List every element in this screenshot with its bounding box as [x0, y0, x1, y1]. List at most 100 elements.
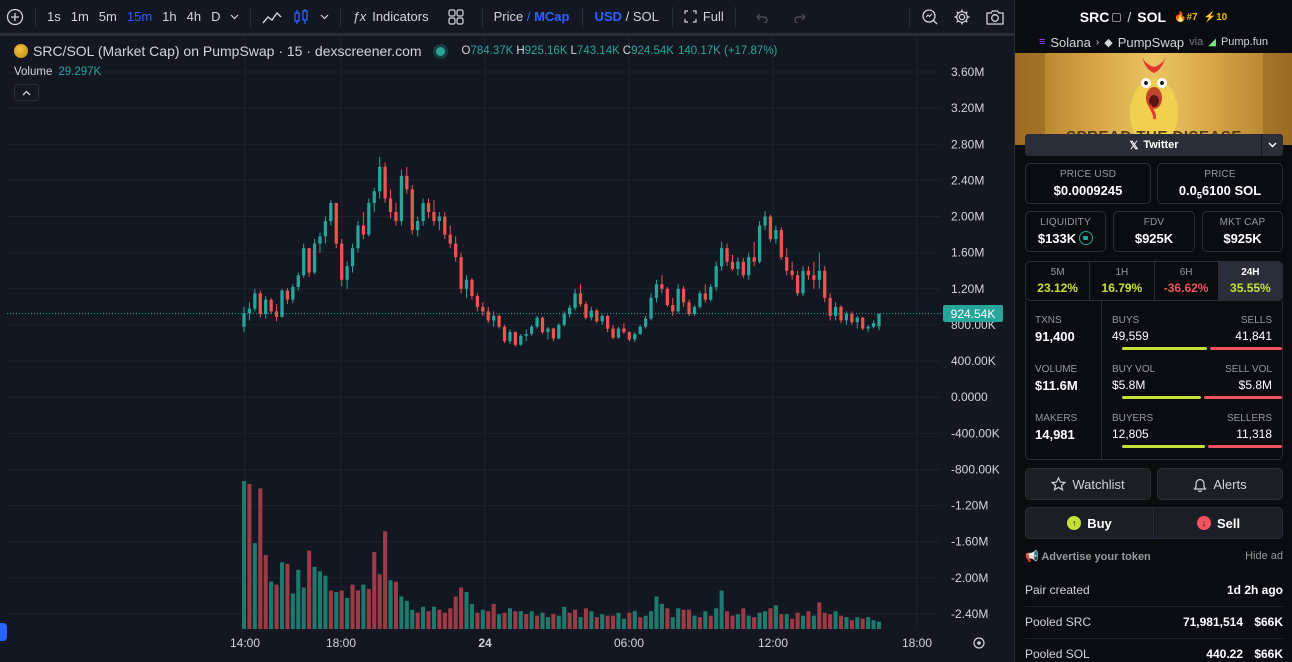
tab-6h[interactable]: 6H -36.62% — [1155, 262, 1219, 300]
volume-bar — [545, 617, 550, 629]
candle-body — [307, 248, 311, 273]
twitter-link-button[interactable]: 𝕏 Twitter — [1025, 134, 1283, 156]
candle-body — [812, 275, 816, 280]
add-symbol-button[interactable] — [0, 0, 29, 35]
volume-bar — [714, 608, 719, 629]
interval-dropdown-button[interactable] — [225, 0, 244, 35]
line-chart-type-button[interactable] — [257, 0, 287, 35]
candle-body — [367, 202, 371, 235]
toggle-slash: / — [625, 9, 630, 24]
candle-body — [871, 323, 876, 327]
volume-bar — [681, 609, 686, 629]
layouts-button[interactable] — [442, 0, 470, 35]
panel-resize-handle[interactable] — [0, 623, 7, 641]
candle-body — [622, 328, 626, 333]
buy-button[interactable]: ↑ Buy — [1025, 507, 1154, 539]
candle-body — [383, 166, 387, 199]
pooled-base-usd: $66K — [1254, 615, 1283, 629]
volume-bar — [855, 617, 860, 629]
volume-bar — [399, 596, 404, 629]
socials-dropdown-button[interactable] — [1261, 134, 1283, 156]
interval-15m[interactable]: 15m — [126, 9, 153, 24]
price-axis-label: -1.60M — [951, 535, 988, 549]
interval-1m[interactable]: 1m — [70, 9, 89, 24]
liquidity-label: LIQUIDITY — [1040, 217, 1091, 228]
candle-body — [692, 306, 697, 315]
chart-type-dropdown-button[interactable] — [315, 0, 334, 35]
volume-bar — [502, 612, 507, 629]
candle-body — [513, 332, 517, 345]
volume-bar — [876, 621, 882, 629]
launchpad-name[interactable]: Pump.fun — [1220, 36, 1269, 48]
interval-D[interactable]: D — [211, 9, 221, 24]
fdv-label: FDV — [1143, 217, 1165, 228]
candle-body — [540, 317, 545, 333]
quick-search-button[interactable] — [916, 0, 944, 35]
price-mcap-toggle[interactable]: Price / MCap — [489, 0, 575, 35]
time-axis-label: 18:00 — [326, 636, 356, 650]
candle-body — [394, 212, 398, 222]
interval-4h[interactable]: 4h — [186, 9, 202, 24]
advertise-link[interactable]: 📢 Advertise your token — [1025, 551, 1151, 563]
indicators-button[interactable]: ƒx Indicators — [347, 0, 433, 35]
lock-icon[interactable] — [1079, 231, 1094, 245]
fullscreen-button[interactable]: Full — [679, 0, 729, 35]
candles-chart-type-button[interactable] — [287, 0, 315, 35]
sell-vol-label: SELL VOL — [1225, 364, 1272, 375]
dex-name[interactable]: PumpSwap — [1117, 34, 1185, 50]
fx-icon: ƒx — [352, 9, 367, 24]
alerts-button[interactable]: Alerts — [1157, 468, 1283, 500]
arrow-up-icon: ↑ — [1067, 516, 1082, 530]
pair-info-panel: SRC / SOL 🔥#7 ⚡10 ≡ Solana › ◆ PumpSwap … — [1014, 0, 1292, 662]
candle-body — [725, 248, 729, 262]
volume-bar — [426, 611, 431, 629]
toolbar-divider — [734, 6, 736, 27]
candle-body — [470, 279, 474, 297]
candle-body — [242, 313, 246, 327]
volume-bar — [524, 614, 529, 629]
watchlist-button[interactable]: Watchlist — [1025, 468, 1151, 500]
solana-icon: ≡ — [1038, 36, 1046, 48]
tab-label: 1H — [1115, 267, 1129, 278]
camera-icon — [986, 9, 1004, 25]
volume-bar — [480, 609, 485, 629]
price-chart[interactable]: 3.60M3.20M2.80M2.40M2.00M1.60M1.20M800.0… — [0, 36, 1014, 662]
hide-ad-link[interactable]: Hide ad — [1245, 550, 1283, 562]
redo-button[interactable] — [788, 0, 814, 35]
sellers-value: 11,318 — [1236, 427, 1272, 441]
tab-24h[interactable]: 24H 35.55% — [1218, 262, 1282, 300]
interval-5m[interactable]: 5m — [98, 9, 117, 24]
interval-1s[interactable]: 1s — [47, 9, 61, 24]
candle-body — [535, 317, 539, 327]
candle-body — [709, 286, 713, 300]
volume-bar — [838, 615, 844, 629]
chain-name[interactable]: Solana — [1050, 34, 1091, 50]
collapse-legend-button[interactable] — [14, 84, 39, 101]
candle-body — [795, 275, 800, 294]
volume-bar — [269, 581, 274, 629]
candle-body — [258, 293, 262, 315]
candle-body — [274, 311, 279, 317]
undo-button[interactable] — [748, 0, 774, 35]
time-axis-label: 12:00 — [758, 636, 788, 650]
volume-bar — [361, 584, 366, 629]
tab-1h[interactable]: 1H 16.79% — [1090, 262, 1155, 300]
usd-sol-toggle[interactable]: USD / SOL — [589, 0, 663, 35]
boost-badge[interactable]: ⚡10 — [1203, 11, 1228, 23]
price-axis-label: 0.0000 — [951, 390, 988, 404]
volume-bar — [811, 615, 816, 629]
interval-1h[interactable]: 1h — [162, 9, 177, 24]
candle-body — [866, 326, 870, 329]
tab-5m[interactable]: 5M 23.12% — [1026, 262, 1091, 300]
pair-created-row: Pair created 1d 2h ago — [1025, 574, 1283, 605]
trending-rank-badge[interactable]: 🔥#7 — [1174, 11, 1198, 23]
sell-button[interactable]: ↓ Sell — [1154, 507, 1283, 539]
copy-icon[interactable] — [1112, 12, 1122, 22]
price-axis-label: 3.20M — [951, 101, 984, 115]
settings-button[interactable] — [948, 0, 976, 35]
candle-body — [269, 299, 273, 312]
price-axis: 3.60M3.20M2.80M2.40M2.00M1.60M1.20M800.0… — [951, 65, 1000, 621]
snapshot-button[interactable] — [980, 0, 1010, 35]
candle-body — [421, 202, 425, 222]
volume-legend-value: 29.297K — [58, 66, 102, 78]
